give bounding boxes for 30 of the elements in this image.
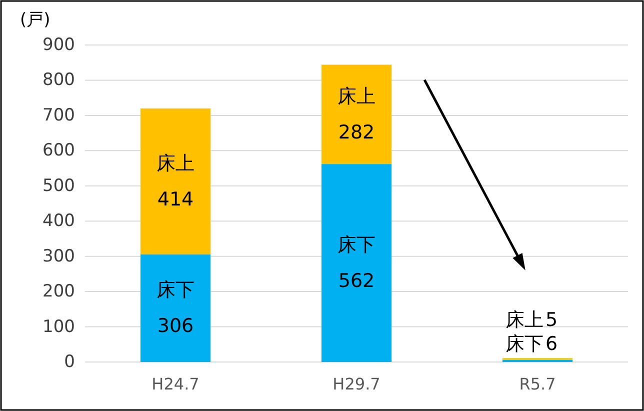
data-label: 5 bbox=[546, 309, 558, 332]
y-tick-label: 0 bbox=[64, 352, 75, 372]
x-tick-label: R5.7 bbox=[519, 374, 556, 394]
y-tick-label: 100 bbox=[42, 316, 75, 337]
data-label: 6 bbox=[546, 333, 558, 356]
data-label: 306 bbox=[157, 315, 194, 338]
text: 床上 bbox=[338, 85, 376, 108]
y-tick-label: 400 bbox=[42, 211, 75, 232]
y-tick-label: 200 bbox=[42, 282, 75, 302]
text: 床下 bbox=[156, 279, 194, 302]
x-tick-label: H24.7 bbox=[152, 374, 200, 394]
series-label: 床上 bbox=[156, 152, 194, 174]
data-label: 282 bbox=[338, 121, 375, 144]
y-tick-label: 300 bbox=[42, 246, 75, 266]
bar bbox=[322, 64, 392, 164]
y-tick-label: 800 bbox=[42, 70, 75, 90]
y-tick-label: 600 bbox=[42, 140, 75, 161]
y-tick-label: 500 bbox=[42, 176, 75, 196]
data-label: 562 bbox=[338, 270, 375, 292]
x-tick-label: H29.7 bbox=[332, 374, 380, 394]
bar bbox=[140, 254, 210, 362]
y-tick-label: 900 bbox=[42, 35, 75, 55]
text: 床下 bbox=[338, 234, 376, 256]
y-tick-label: 700 bbox=[42, 105, 75, 126]
text: 床上 bbox=[506, 309, 544, 332]
data-label: 414 bbox=[157, 188, 194, 210]
y-axis-title: (戸) bbox=[20, 10, 50, 30]
bar bbox=[322, 164, 392, 362]
series-label: 床下 bbox=[506, 333, 544, 356]
bar bbox=[140, 108, 210, 254]
